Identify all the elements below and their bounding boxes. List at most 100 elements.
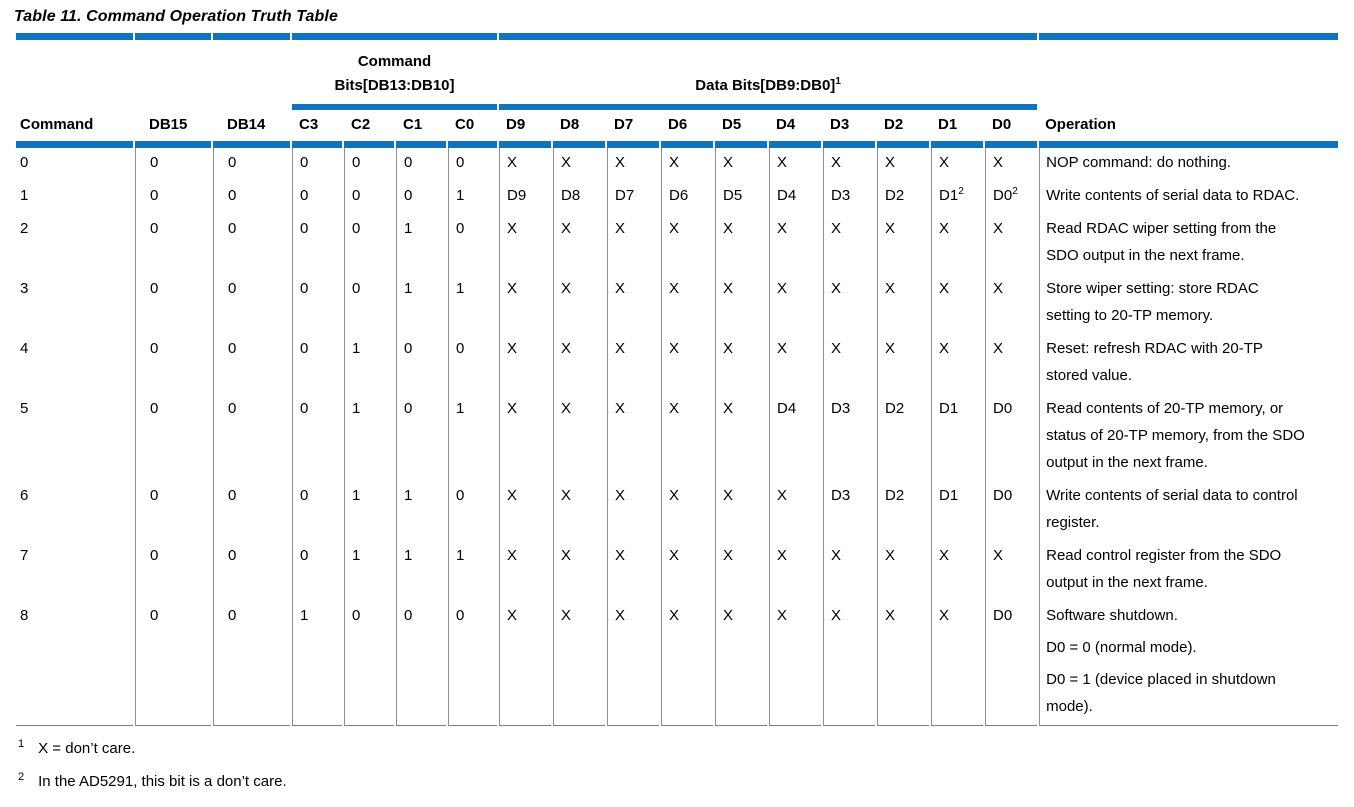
bit-cell: 0 (344, 214, 394, 274)
bit-cell: 0 (135, 274, 211, 334)
command-bits-group-header: Command Bits[DB13:DB10] (292, 33, 498, 110)
bit-cell: 0 (344, 148, 394, 181)
bit-cell: 0 (135, 601, 211, 726)
table-row-command-8: 8 0 0 1 0 0 0 X X X X X X X X X D0 Software shutdown. D0 =… (16, 601, 1339, 726)
footnote-2-marker: 2 (18, 771, 25, 783)
footnotes: 1 X = don’t care. 2 In the AD5291, this bi… (14, 739, 1340, 792)
bit-cell: 0 (292, 481, 342, 541)
bit-cell: X (769, 541, 821, 601)
operation-cell: Read RDAC wiper setting from the SDO out… (1039, 214, 1338, 274)
bit-cell: 0 (448, 334, 497, 394)
bit-cell: X (715, 541, 767, 601)
bit-cell: X (553, 214, 605, 274)
bit-cell: 0 (448, 481, 497, 541)
bit-cell: D0 (985, 601, 1038, 726)
operation-paragraph: D0 = 1 (device placed in shutdown mode). (1046, 671, 1276, 715)
bit-cell: X (769, 334, 821, 394)
bit-cell: X (499, 394, 551, 481)
bit-cell: 0 (344, 181, 394, 214)
bit-cell: X (553, 601, 606, 726)
bit-cell: 1 (448, 394, 497, 481)
group-header-row: Command Bits[DB13:DB10] Data Bits[DB9:DB… (16, 33, 1339, 110)
bit-cell: X (553, 274, 605, 334)
bit-cell: 1 (292, 601, 342, 726)
bit-cell: X (715, 148, 767, 181)
bit-cell: D8 (553, 181, 605, 214)
bit-cell: 0 (292, 334, 342, 394)
command-bits-group-line1: Command (357, 53, 432, 70)
bit-cell: D1 (931, 394, 983, 481)
bit-cell: X (985, 334, 1037, 394)
footnote-ref-2: 2 (958, 186, 964, 197)
bit-cell: 1 (396, 274, 446, 334)
operation-paragraph: Store wiper setting: store RDAC setting … (1046, 280, 1259, 324)
footnote-ref-2: 2 (1012, 186, 1018, 197)
bit-cell: X (715, 214, 767, 274)
command-number-cell: 5 (20, 400, 29, 417)
bit-cell: X (769, 148, 821, 181)
bit-cell: X (823, 601, 876, 726)
footnote-1: 1 X = don’t care. (14, 739, 1340, 759)
column-header-d7: D7 (607, 110, 660, 148)
column-header-row: Command DB15 DB14 C3 C2 C1 C0 D9 D8 D7 D6 D5 D4 D3 D2 D… (16, 110, 1339, 148)
column-header-d3: D3 (823, 110, 876, 148)
bit-cell: X (877, 334, 929, 394)
table-row-command-0: 0 0 0 0 0 0 0 X X X X X X X X X X NOP command: do nothing… (16, 148, 1338, 181)
bit-cell: X (931, 214, 983, 274)
bit-cell: 0 (396, 394, 446, 481)
bit-cell: 0 (292, 181, 342, 214)
operation-paragraph: Write contents of serial data to RDAC. (1046, 187, 1300, 204)
bit-cell: X (553, 481, 605, 541)
bit-cell: 0 (135, 481, 211, 541)
bit-cell: X (661, 334, 713, 394)
column-header-c0: C0 (448, 110, 498, 148)
column-header-db15: DB15 (135, 110, 211, 148)
bit-cell: D3 (823, 481, 875, 541)
bit-cell: 1 (396, 214, 446, 274)
column-header-d9: D9 (499, 110, 552, 148)
operation-paragraph: Write contents of serial data to control… (1046, 487, 1298, 531)
bit-cell: 0 (213, 541, 290, 601)
bit-cell: 0 (396, 148, 446, 181)
footnote-2: 2 In the AD5291, this bit is a don’t care… (14, 772, 1340, 792)
bit-cell: D02 (985, 181, 1037, 214)
bit-cell: X (823, 274, 875, 334)
operation-cell: Write contents of serial data to RDAC. (1039, 181, 1338, 214)
bit-cell: X (607, 481, 659, 541)
bit-cell: 0 (213, 214, 290, 274)
operation-paragraph: Read control register from the SDO outpu… (1046, 547, 1282, 591)
bit-cell: X (931, 148, 983, 181)
operation-paragraph: D0 = 0 (normal mode). (1046, 639, 1197, 656)
bit-cell: X (715, 394, 767, 481)
group-spacer-db15 (135, 33, 211, 110)
data-bits-group-label: Data Bits[DB9:DB0] (695, 77, 836, 94)
bit-cell: D12 (931, 181, 983, 214)
column-header-operation: Operation (1039, 110, 1339, 148)
bit-value: D1 (939, 187, 959, 204)
column-header-c3: C3 (292, 110, 342, 148)
operation-cell: Software shutdown. D0 = 0 (normal mode). D… (1039, 601, 1339, 726)
operation-cell: Write contents of serial data to control… (1039, 481, 1338, 541)
column-header-d6: D6 (661, 110, 714, 148)
bit-cell: D1 (931, 481, 983, 541)
table-row-command-1: 1 0 0 0 0 0 1 D9 D8 D7 D6 D5 D4 D3 D2 D12 D02 Write conte… (16, 181, 1338, 214)
bit-cell: X (823, 148, 875, 181)
bit-cell: X (607, 214, 659, 274)
bit-cell: X (985, 214, 1037, 274)
command-number-cell: 8 (16, 601, 133, 726)
bit-cell: 0 (448, 601, 498, 726)
bit-cell: X (715, 481, 767, 541)
column-header-d4: D4 (769, 110, 822, 148)
bit-cell: X (661, 394, 713, 481)
bit-cell: 1 (448, 541, 497, 601)
column-header-d0: D0 (985, 110, 1038, 148)
bit-cell: 0 (344, 601, 394, 726)
bit-cell: X (877, 601, 930, 726)
bit-cell: 0 (292, 394, 342, 481)
column-header-c2: C2 (344, 110, 394, 148)
command-number-cell: 3 (20, 280, 29, 297)
bit-cell: 0 (344, 274, 394, 334)
bit-cell: X (877, 541, 929, 601)
bit-cell: X (661, 274, 713, 334)
